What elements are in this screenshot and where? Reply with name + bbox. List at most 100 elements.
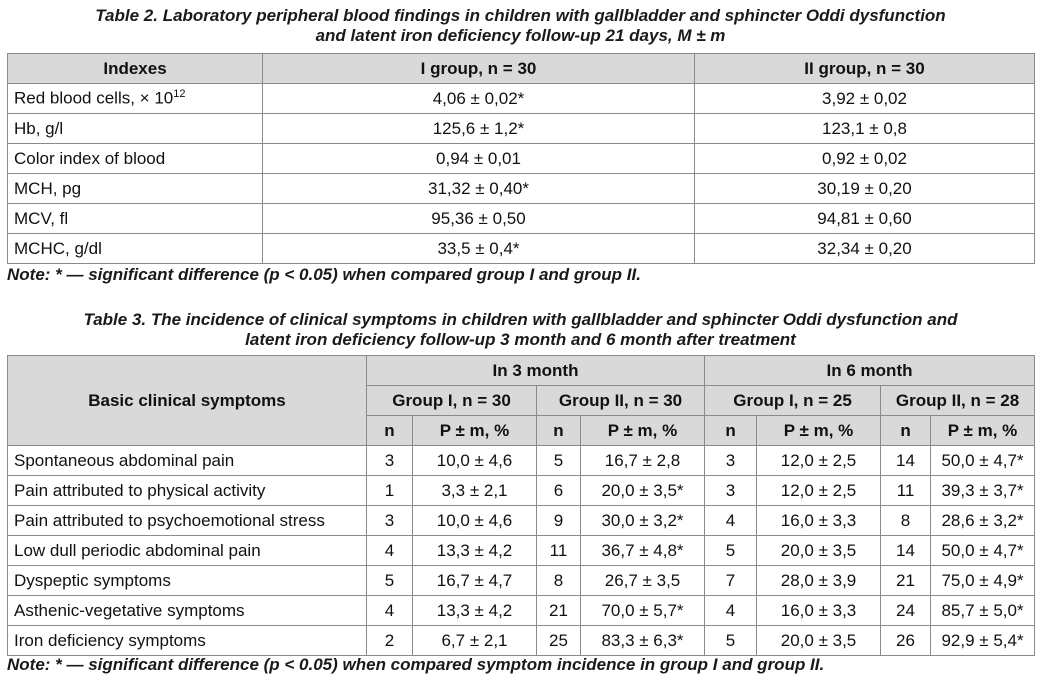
table2-caption-line1: Table 2. Laboratory peripheral blood fin…: [95, 6, 946, 25]
table3-symptom-cell: Dyspeptic symptoms: [7, 565, 367, 596]
table3-percent-cell: 70,0 ± 5,7*: [579, 595, 706, 626]
table3-symptom-cell: Spontaneous abdominal pain: [7, 445, 367, 476]
table3-percent-cell: 16,0 ± 3,3: [756, 505, 882, 536]
table3-n-cell: 21: [536, 595, 581, 626]
table2-index-label: MCV, fl: [14, 208, 69, 228]
table2-caption-line2: and latent iron deficiency follow-up 21 …: [315, 26, 726, 45]
table3-percent-cell: 16,7 ± 2,8: [579, 445, 706, 476]
table2-header-indexes: Indexes: [7, 53, 263, 84]
table3-n-cell: 11: [536, 535, 581, 566]
table2-value-g1: 33,5 ± 0,4*: [262, 233, 695, 264]
table3-symptom-cell: Pain attributed to physical activity: [7, 475, 367, 506]
table3-percent-cell: 6,7 ± 2,1: [412, 625, 537, 656]
table3: Basic clinical symptoms In 3 month In 6 …: [7, 355, 1036, 656]
table3-header-symptoms: Basic clinical symptoms: [7, 355, 367, 446]
table3-percent-cell: 10,0 ± 4,6: [412, 505, 537, 536]
table3-percent-cell: 13,3 ± 4,2: [412, 595, 537, 626]
table2-header-group2: II group, n = 30: [694, 53, 1035, 84]
table2: Indexes I group, n = 30 II group, n = 30…: [7, 53, 1035, 264]
table3-n-cell: 26: [880, 625, 932, 656]
table2-value-g2: 30,19 ± 0,20: [694, 173, 1035, 204]
table3-note: Note: * — significant difference (p < 0.…: [7, 655, 825, 674]
table2-index-label: MCHC, g/dl: [14, 238, 102, 258]
table3-header-group-3m-i: Group I, n = 30: [366, 385, 537, 416]
table3-header-n: n: [536, 415, 581, 446]
table-row: MCV, fl 95,36 ± 0,50 94,81 ± 0,60: [7, 203, 1035, 234]
table2-header-row: Indexes I group, n = 30 II group, n = 30: [7, 53, 1035, 84]
table3-n-cell: 14: [880, 445, 932, 476]
table3-percent-cell: 28,6 ± 3,2*: [930, 505, 1036, 536]
table3-percent-cell: 20,0 ± 3,5*: [579, 475, 706, 506]
table3-percent-cell: 92,9 ± 5,4*: [930, 625, 1036, 656]
table-row: Pain attributed to physical activity 1 3,3…: [7, 475, 1036, 506]
table3-percent-cell: 10,0 ± 4,6: [412, 445, 537, 476]
table3-n-cell: 3: [366, 505, 413, 536]
table3-n-cell: 5: [366, 565, 413, 596]
table2-index-label: Color index of blood: [14, 148, 166, 168]
table3-header-group-6m-ii: Group II, n = 28: [880, 385, 1036, 416]
table3-n-cell: 2: [366, 625, 413, 656]
table3-body: Spontaneous abdominal pain 3 10,0 ± 4,6 5 16…: [7, 445, 1036, 656]
table3-percent-cell: 28,0 ± 3,9: [756, 565, 882, 596]
table3-percent-cell: 83,3 ± 6,3*: [579, 625, 706, 656]
table3-header-n: n: [704, 415, 758, 446]
table2-caption: Table 2. Laboratory peripheral blood fin…: [0, 6, 1041, 46]
table3-percent-cell: 16,0 ± 3,3: [756, 595, 882, 626]
table3-percent-cell: 16,7 ± 4,7: [412, 565, 537, 596]
table3-n-cell: 9: [536, 505, 581, 536]
table2-value-g2: 3,92 ± 0,02: [694, 83, 1035, 114]
table2-index-cell: MCV, fl: [7, 203, 263, 234]
table3-n-cell: 3: [704, 475, 758, 506]
table3-header-p: P ± m, %: [930, 415, 1036, 446]
table3-n-cell: 24: [880, 595, 932, 626]
table2-value-g2: 32,34 ± 0,20: [694, 233, 1035, 264]
table2-index-exponent: 12: [173, 88, 186, 101]
table3-n-cell: 3: [704, 445, 758, 476]
table3-n-cell: 4: [366, 595, 413, 626]
table3-percent-cell: 30,0 ± 3,2*: [579, 505, 706, 536]
table3-header-group-6m-i: Group I, n = 25: [704, 385, 882, 416]
table3-percent-cell: 13,3 ± 4,2: [412, 535, 537, 566]
table2-value-g1: 0,94 ± 0,01: [262, 143, 695, 174]
table3-n-cell: 4: [704, 505, 758, 536]
table3-n-cell: 4: [704, 595, 758, 626]
table-row: Color index of blood 0,94 ± 0,01 0,92 ± 0,…: [7, 143, 1035, 174]
table3-n-cell: 8: [536, 565, 581, 596]
table3-header-period-row: Basic clinical symptoms In 3 month In 6 …: [7, 355, 1036, 446]
table3-header-metric-row: n P ± m, % n P ± m, % n P ± m, % n P ± m…: [8, 415, 1036, 446]
table3-n-cell: 11: [880, 475, 932, 506]
table2-value-g2: 94,81 ± 0,60: [694, 203, 1035, 234]
table3-n-cell: 21: [880, 565, 932, 596]
table3-n-cell: 3: [366, 445, 413, 476]
table3-percent-cell: 85,7 ± 5,0*: [930, 595, 1036, 626]
table3-percent-cell: 50,0 ± 4,7*: [930, 535, 1036, 566]
table3-symptom-cell: Iron deficiency symptoms: [7, 625, 367, 656]
table3-header-period-6m: In 6 month: [704, 355, 1036, 386]
table2-index-label: MCH, pg: [14, 178, 82, 198]
table3-n-cell: 5: [704, 625, 758, 656]
table3-n-cell: 5: [536, 445, 581, 476]
table3-percent-cell: 50,0 ± 4,7*: [930, 445, 1036, 476]
table2-index-label: Red blood cells, × 10: [14, 88, 174, 108]
table3-caption-line2: latent iron deficiency follow-up 3 month…: [245, 330, 796, 349]
table3-header-group-row: Group I, n = 30 Group II, n = 30 Group I…: [8, 385, 1036, 416]
table2-body: Red blood cells, × 1012 4,06 ± 0,02* 3,92 …: [7, 83, 1035, 264]
table-row: Dyspeptic symptoms 5 16,7 ± 4,7 8 26,7 ± 3,5…: [7, 565, 1036, 596]
table3-header-n: n: [366, 415, 413, 446]
table-row: Asthenic-vegetative symptoms 4 13,3 ± 4,2 2…: [7, 595, 1036, 626]
table3-percent-cell: 20,0 ± 3,5: [756, 535, 882, 566]
table3-percent-cell: 12,0 ± 2,5: [756, 475, 882, 506]
table2-index-label: Hb, g/l: [14, 118, 64, 138]
table2-index-cell: Color index of blood: [7, 143, 263, 174]
table-row: Iron deficiency symptoms 2 6,7 ± 2,1 25 83,3…: [7, 625, 1036, 656]
table3-percent-cell: 3,3 ± 2,1: [412, 475, 537, 506]
table3-header-period-3m: In 3 month: [365, 355, 706, 386]
table2-value-g1: 95,36 ± 0,50: [262, 203, 695, 234]
table3-n-cell: 8: [880, 505, 932, 536]
table2-note: Note: * — significant difference (p < 0.…: [7, 265, 641, 284]
table-row: Pain attributed to psychoemotional stres…: [7, 505, 1036, 536]
table-row: Spontaneous abdominal pain 3 10,0 ± 4,6 5 16…: [7, 445, 1036, 476]
table3-n-cell: 25: [536, 625, 581, 656]
table3-caption: Table 3. The incidence of clinical sympt…: [0, 310, 1041, 350]
table2-index-cell: Red blood cells, × 1012: [7, 83, 263, 114]
